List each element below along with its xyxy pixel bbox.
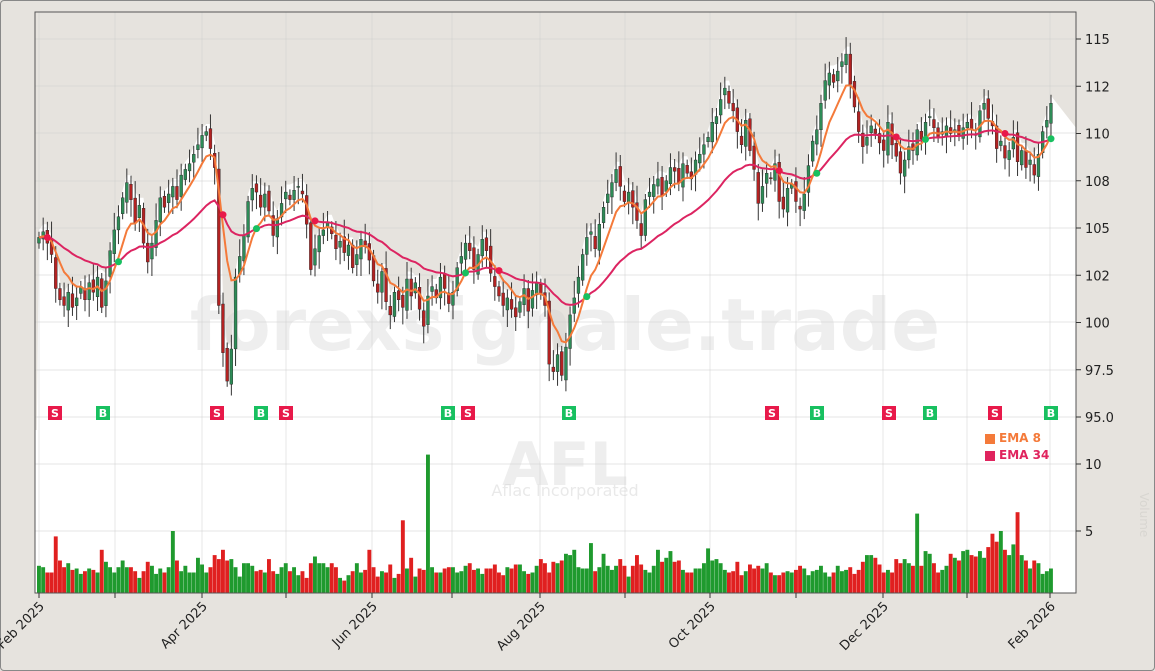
ema-lines: [38, 84, 1055, 344]
svg-text:B: B: [565, 407, 573, 420]
buy-signal-marker: B: [1044, 406, 1058, 420]
volume-tick-label: 10: [1085, 458, 1102, 473]
sell-signal-marker: S: [279, 406, 293, 420]
buy-signal-marker: B: [810, 406, 824, 420]
sell-signal-marker: S: [210, 406, 224, 420]
price-tick-label: 102: [1085, 269, 1110, 284]
legend-label: EMA 34: [999, 448, 1050, 462]
price-tick-label: 95.0: [1085, 411, 1114, 426]
sell-signal-marker: S: [882, 406, 896, 420]
sell-signal-marker: S: [461, 406, 475, 420]
svg-text:S: S: [213, 407, 221, 420]
volume-tick-label: 5: [1085, 525, 1093, 540]
volume-axis-label: Volume: [1137, 493, 1151, 538]
svg-text:B: B: [257, 407, 265, 420]
svg-text:S: S: [991, 407, 999, 420]
date-tick-label: Feb 2025: [0, 599, 48, 652]
price-tick-label: 97.5: [1085, 364, 1114, 379]
candles: [37, 37, 1053, 396]
ema8-swatch-icon: [985, 433, 995, 444]
buy-signal-marker: B: [562, 406, 576, 420]
sell-signal-marker: S: [988, 406, 1002, 420]
date-tick-label: Aug 2025: [494, 599, 549, 654]
date-tick-label: Oct 2025: [666, 599, 719, 652]
watermark-company: Aflac Incorporated: [491, 481, 638, 500]
sell-signal-marker: S: [765, 406, 779, 420]
svg-text:S: S: [464, 407, 472, 420]
legend: EMA 8 EMA 34: [985, 430, 1049, 464]
svg-text:B: B: [813, 407, 821, 420]
svg-text:S: S: [51, 407, 59, 420]
price-tick-label: 100: [1085, 317, 1110, 332]
price-tick-label: 112: [1085, 80, 1110, 95]
sell-signal-marker: S: [48, 406, 62, 420]
buy-signal-marker: B: [96, 406, 110, 420]
price-tick-label: 108: [1085, 175, 1110, 190]
svg-text:S: S: [768, 407, 776, 420]
buy-signal-marker: B: [923, 406, 937, 420]
price-tick-label: 115: [1085, 33, 1110, 48]
legend-item-ema8: EMA 8: [985, 430, 1049, 447]
buy-signal-marker: B: [441, 406, 455, 420]
price-tick-label: 110: [1085, 128, 1110, 143]
legend-item-ema34: EMA 34: [985, 447, 1049, 464]
svg-text:S: S: [885, 407, 893, 420]
watermark-ticker: AFL: [502, 430, 628, 500]
svg-text:S: S: [282, 407, 290, 420]
legend-label: EMA 8: [999, 431, 1041, 445]
gridlines: [35, 12, 1076, 593]
buy-signal-marker: B: [254, 406, 268, 420]
svg-text:B: B: [444, 407, 452, 420]
date-tick-label: Apr 2025: [158, 599, 211, 652]
svg-text:B: B: [1047, 407, 1055, 420]
watermark: forexsignale.trade AFL Aflac Incorporate…: [190, 283, 940, 500]
price-tick-label: 105: [1085, 222, 1110, 237]
date-tick-label: Dec 2025: [837, 599, 892, 654]
date-tick-label: Feb 2026: [1006, 599, 1059, 652]
volume-bars: [37, 454, 1053, 593]
ema34-swatch-icon: [985, 450, 995, 461]
svg-text:B: B: [99, 407, 107, 420]
date-tick-label: Jun 2025: [329, 599, 381, 651]
svg-text:B: B: [926, 407, 934, 420]
